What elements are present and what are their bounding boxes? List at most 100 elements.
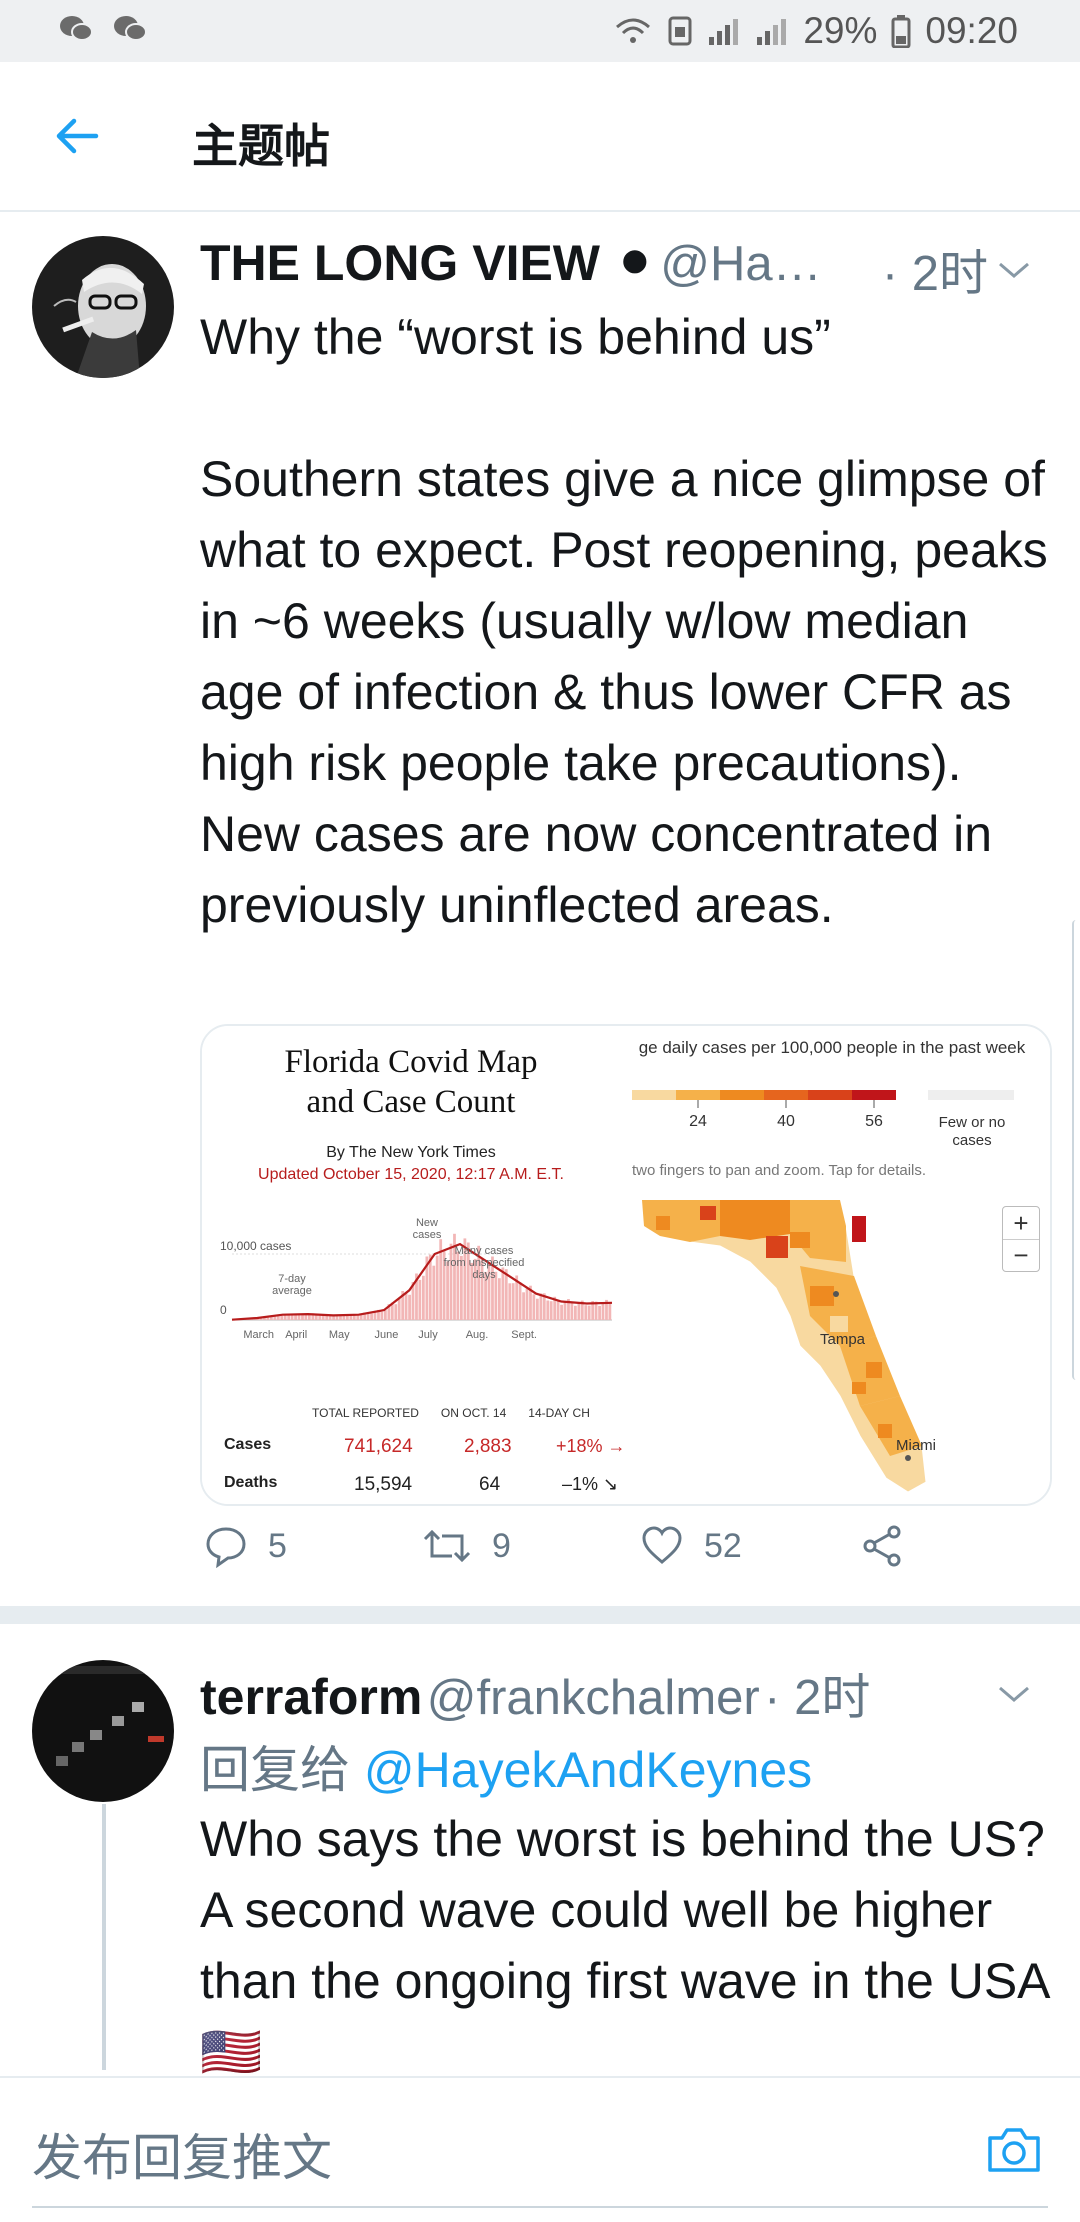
daily-case-bar (519, 1282, 522, 1320)
sim-icon (667, 15, 693, 47)
daily-case-bar (381, 1312, 384, 1320)
x-tick-label: July (418, 1329, 438, 1341)
daily-case-bar (332, 1316, 335, 1320)
city-label-miami: Miami (896, 1437, 936, 1454)
system-indicators: 29% 09:20 (613, 10, 1018, 52)
daily-case-bar (394, 1304, 397, 1320)
reply-button[interactable]: 5 (204, 1524, 287, 1568)
daily-case-bar (578, 1302, 581, 1320)
reply-composer[interactable]: 发布回复推文 (0, 2076, 1080, 2222)
nyt-title: Florida Covid Map and Case Count (202, 1042, 620, 1122)
reply-count: 5 (268, 1527, 287, 1566)
x-tick-label: March (243, 1329, 274, 1341)
display-name[interactable]: terraform (200, 1669, 422, 1725)
input-underline (32, 2206, 1048, 2208)
daily-case-bar (508, 1283, 511, 1320)
retweet-button[interactable]: 9 (422, 1524, 511, 1568)
x-tick-label: April (285, 1329, 307, 1341)
legend-title: ge daily cases per 100,000 people in the… (632, 1038, 1032, 1058)
back-arrow-icon[interactable] (52, 112, 100, 160)
reply-prefix: 回复给 (200, 1742, 350, 1798)
battery-percent: 29% (803, 10, 877, 52)
media-image-nyt-chart[interactable]: Florida Covid Map and Case Count By The … (202, 1026, 620, 1504)
like-count: 52 (704, 1527, 742, 1566)
nyt-updated: Updated October 15, 2020, 12:17 A.M. E.T… (202, 1166, 620, 1184)
replying-to: 回复给 @HayekAndKeynes (200, 1730, 812, 1802)
page-title: 主题帖 (192, 110, 330, 176)
daily-case-bar (571, 1303, 574, 1320)
camera-icon[interactable] (984, 2124, 1044, 2176)
daily-case-bar (367, 1313, 370, 1320)
legend-tick: 56 (865, 1113, 883, 1130)
tweet-time: · 2时 (882, 234, 988, 305)
reply-tweet[interactable]: terraform @frankchalmer · 2时 回复给 @HayekA… (0, 1624, 1080, 2076)
retweet-count: 9 (492, 1527, 511, 1566)
florida-map[interactable]: Tampa Miami (640, 1196, 950, 1496)
daily-case-bar (564, 1303, 567, 1321)
chevron-down-icon[interactable] (996, 258, 1032, 282)
daily-case-bar (450, 1244, 453, 1320)
tweet-text: Who says the worst is behind the US? A s… (200, 1804, 1060, 2088)
status-bar: 29% 09:20 (0, 0, 1080, 62)
daily-case-bar (436, 1256, 439, 1320)
y-tick-label: 0 (220, 1303, 227, 1317)
daily-case-bar (588, 1306, 591, 1320)
daily-case-bar (502, 1268, 505, 1321)
user-handle[interactable]: @Ha… (660, 237, 821, 291)
avatar[interactable] (32, 236, 174, 378)
daily-case-bar (546, 1301, 549, 1321)
daily-case-bar (318, 1316, 321, 1320)
battery-icon (891, 14, 911, 48)
daily-case-bar (536, 1299, 539, 1320)
daily-case-bar (305, 1315, 308, 1320)
legend-tick: 40 (777, 1113, 795, 1130)
tweet-media[interactable]: Florida Covid Map and Case Count By The … (200, 1024, 1052, 1506)
daily-case-bar (602, 1304, 605, 1320)
daily-case-bar (294, 1315, 297, 1320)
display-name[interactable]: THE LONG VIEW ⚫ (200, 235, 656, 291)
retweet-icon (422, 1524, 472, 1568)
daily-case-bar (408, 1295, 411, 1320)
daily-case-bar (398, 1298, 401, 1320)
clock: 09:20 (925, 10, 1018, 52)
signal-icon (707, 15, 741, 47)
app-header: 主题帖 (0, 62, 1080, 212)
daily-case-bar (609, 1303, 612, 1320)
zoom-in-button[interactable]: + (1003, 1207, 1039, 1240)
reply-mention-link[interactable]: @HayekAndKeynes (364, 1742, 812, 1798)
chevron-down-icon[interactable] (996, 1682, 1032, 1706)
daily-case-bar (540, 1293, 543, 1320)
user-handle[interactable]: @frankchalmer (427, 1671, 760, 1725)
daily-case-bar (429, 1255, 432, 1320)
legend-few-cases: Few or no cases (932, 1114, 1012, 1150)
tweet-actions: 5 9 52 (200, 1524, 1060, 1588)
daily-case-bar (432, 1266, 435, 1320)
media-image-florida-map[interactable]: ge daily cases per 100,000 people in the… (626, 1026, 1052, 1504)
daily-case-bar (560, 1305, 563, 1320)
zoom-out-button[interactable]: − (1003, 1240, 1039, 1272)
x-tick-label: May (329, 1329, 350, 1341)
city-label-tampa: Tampa (820, 1331, 866, 1348)
x-tick-label: Sept. (511, 1329, 537, 1341)
wechat-icon (58, 14, 94, 44)
daily-case-bar (557, 1300, 560, 1320)
daily-case-bar (370, 1314, 373, 1320)
legend-tick: 24 (689, 1113, 707, 1130)
map-hint: two fingers to pan and zoom. Tap for det… (632, 1162, 1052, 1179)
daily-case-bar (512, 1283, 515, 1320)
daily-case-bar (522, 1292, 525, 1320)
scrollbar[interactable] (1072, 920, 1080, 1380)
thread-connector (102, 1804, 106, 2070)
share-button[interactable] (860, 1524, 904, 1568)
avatar[interactable] (32, 1660, 174, 1802)
nyt-byline: By The New York Times (202, 1144, 620, 1162)
daily-case-bar (446, 1261, 449, 1320)
daily-case-bar (291, 1315, 294, 1320)
like-button[interactable]: 52 (640, 1524, 742, 1568)
daily-case-bar (498, 1278, 501, 1320)
tweet-header: terraform @frankchalmer · 2时 (200, 1658, 1050, 1728)
reply-input[interactable]: 发布回复推文 (32, 2118, 332, 2190)
